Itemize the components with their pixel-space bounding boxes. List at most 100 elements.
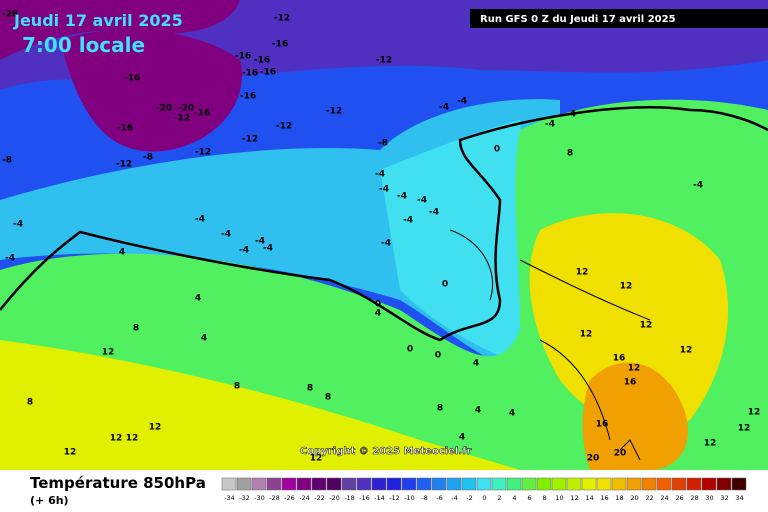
isotherm-label: -12	[242, 135, 258, 145]
legend-label: -14	[374, 494, 385, 502]
legend-label: 2	[497, 494, 501, 502]
legend-label: 32	[720, 494, 728, 502]
legend-swatch	[341, 477, 357, 491]
legend-label: 34	[735, 494, 743, 502]
legend-swatch	[491, 477, 507, 491]
isotherm-label: 4	[201, 334, 207, 344]
isotherm-label: -4	[195, 215, 205, 225]
isotherm-label: 20	[587, 454, 600, 464]
legend-label: 16	[600, 494, 608, 502]
legend-label: -34	[224, 494, 235, 502]
legend-label: 20	[630, 494, 638, 502]
isotherm-label: 4	[375, 309, 381, 319]
legend-swatch	[356, 477, 372, 491]
isotherm-label: 8	[133, 324, 139, 334]
isotherm-label: -16	[194, 109, 210, 119]
isotherm-label: -4	[239, 246, 249, 256]
legend-label: 22	[645, 494, 653, 502]
legend-swatch	[671, 477, 687, 491]
isotherm-label: -16	[235, 52, 251, 62]
isotherm-label: 12	[620, 282, 633, 292]
warm-east	[529, 213, 729, 428]
isotherm-label: 0	[407, 345, 413, 355]
isotherm-label: 16	[624, 378, 637, 388]
isotherm-label: 4	[473, 359, 479, 369]
isotherm-label: 8	[307, 384, 313, 394]
legend-label: 4	[512, 494, 516, 502]
isotherm-label: -4	[693, 181, 703, 191]
legend-swatch	[506, 477, 522, 491]
legend-swatch	[221, 477, 237, 491]
isotherm-label: 16	[596, 420, 609, 430]
isotherm-label: -28	[2, 10, 18, 20]
legend-label: 8	[542, 494, 546, 502]
legend-swatch	[656, 477, 672, 491]
legend-swatch	[551, 477, 567, 491]
legend-swatch	[431, 477, 447, 491]
isotherm-label: -4	[457, 97, 467, 107]
isotherm-label: -4	[255, 237, 265, 247]
legend-swatch	[716, 477, 732, 491]
isotherm-label: 8	[325, 393, 331, 403]
legend-swatch	[596, 477, 612, 491]
legend-label: 10	[555, 494, 563, 502]
isotherm-label: -20	[156, 104, 172, 114]
isotherm-label: -4	[545, 120, 555, 130]
isotherm-label: -16	[260, 68, 276, 78]
legend-label: 26	[675, 494, 683, 502]
isotherm-label: 12	[704, 439, 717, 449]
isotherm-label: -12	[174, 114, 190, 124]
legend-label: -6	[436, 494, 442, 502]
legend-swatch	[641, 477, 657, 491]
footer-subtitle: (+ 6h)	[30, 494, 69, 507]
legend-label: -18	[344, 494, 355, 502]
legend-swatch	[251, 477, 267, 491]
legend-label: -20	[329, 494, 340, 502]
isotherm-label: -16	[124, 74, 140, 84]
isotherm-label: 8	[567, 149, 573, 159]
isotherm-label: -12	[276, 122, 292, 132]
legend-label: -24	[299, 494, 310, 502]
arctic	[0, 0, 240, 60]
time: 7:00 locale	[22, 33, 145, 57]
isotherm-label: 12	[628, 364, 641, 374]
isotherm-label: 4	[475, 406, 481, 416]
isotherm-label: 12	[748, 408, 761, 418]
legend-label: -8	[421, 494, 427, 502]
legend-label: -22	[314, 494, 325, 502]
isotherm-label: 8	[234, 382, 240, 392]
isotherm-label: -4	[403, 216, 413, 226]
isotherm-label: -4	[5, 254, 15, 264]
isotherm-label: -16	[240, 92, 256, 102]
isotherm-label: 12	[680, 346, 693, 356]
isotherm-label: 0	[375, 300, 381, 310]
isotherm-label: -20	[178, 104, 194, 114]
legend-label: -26	[284, 494, 295, 502]
legend-swatch	[626, 477, 642, 491]
legend-label: 12	[570, 494, 578, 502]
legend-swatch	[731, 477, 747, 491]
legend-swatch	[536, 477, 552, 491]
isotherm-label: 4	[195, 294, 201, 304]
legend-label: -32	[239, 494, 250, 502]
isotherm-label: -12	[274, 14, 290, 24]
run-box	[470, 9, 768, 28]
legend-swatch	[461, 477, 477, 491]
isotherm-label: -12	[376, 56, 392, 66]
run-text: Run GFS 0 Z du Jeudi 17 avril 2025	[480, 14, 676, 25]
isotherm-label: -4	[439, 103, 449, 113]
isotherm-label: -16	[117, 124, 133, 134]
legend-swatch	[371, 477, 387, 491]
isotherm-label: 12	[576, 268, 589, 278]
legend-label: -30	[254, 494, 265, 502]
copyright: Copyright © 2025 Meteociel.fr	[300, 446, 471, 457]
isotherm-label: -16	[254, 56, 270, 66]
legend-swatch	[236, 477, 252, 491]
legend-swatch	[386, 477, 402, 491]
isotherm-label: 4	[509, 409, 515, 419]
legend-label: 14	[585, 494, 593, 502]
legend-label: 24	[660, 494, 668, 502]
isotherm-label: -4	[381, 239, 391, 249]
legend-swatch	[581, 477, 597, 491]
legend-label: 30	[705, 494, 713, 502]
